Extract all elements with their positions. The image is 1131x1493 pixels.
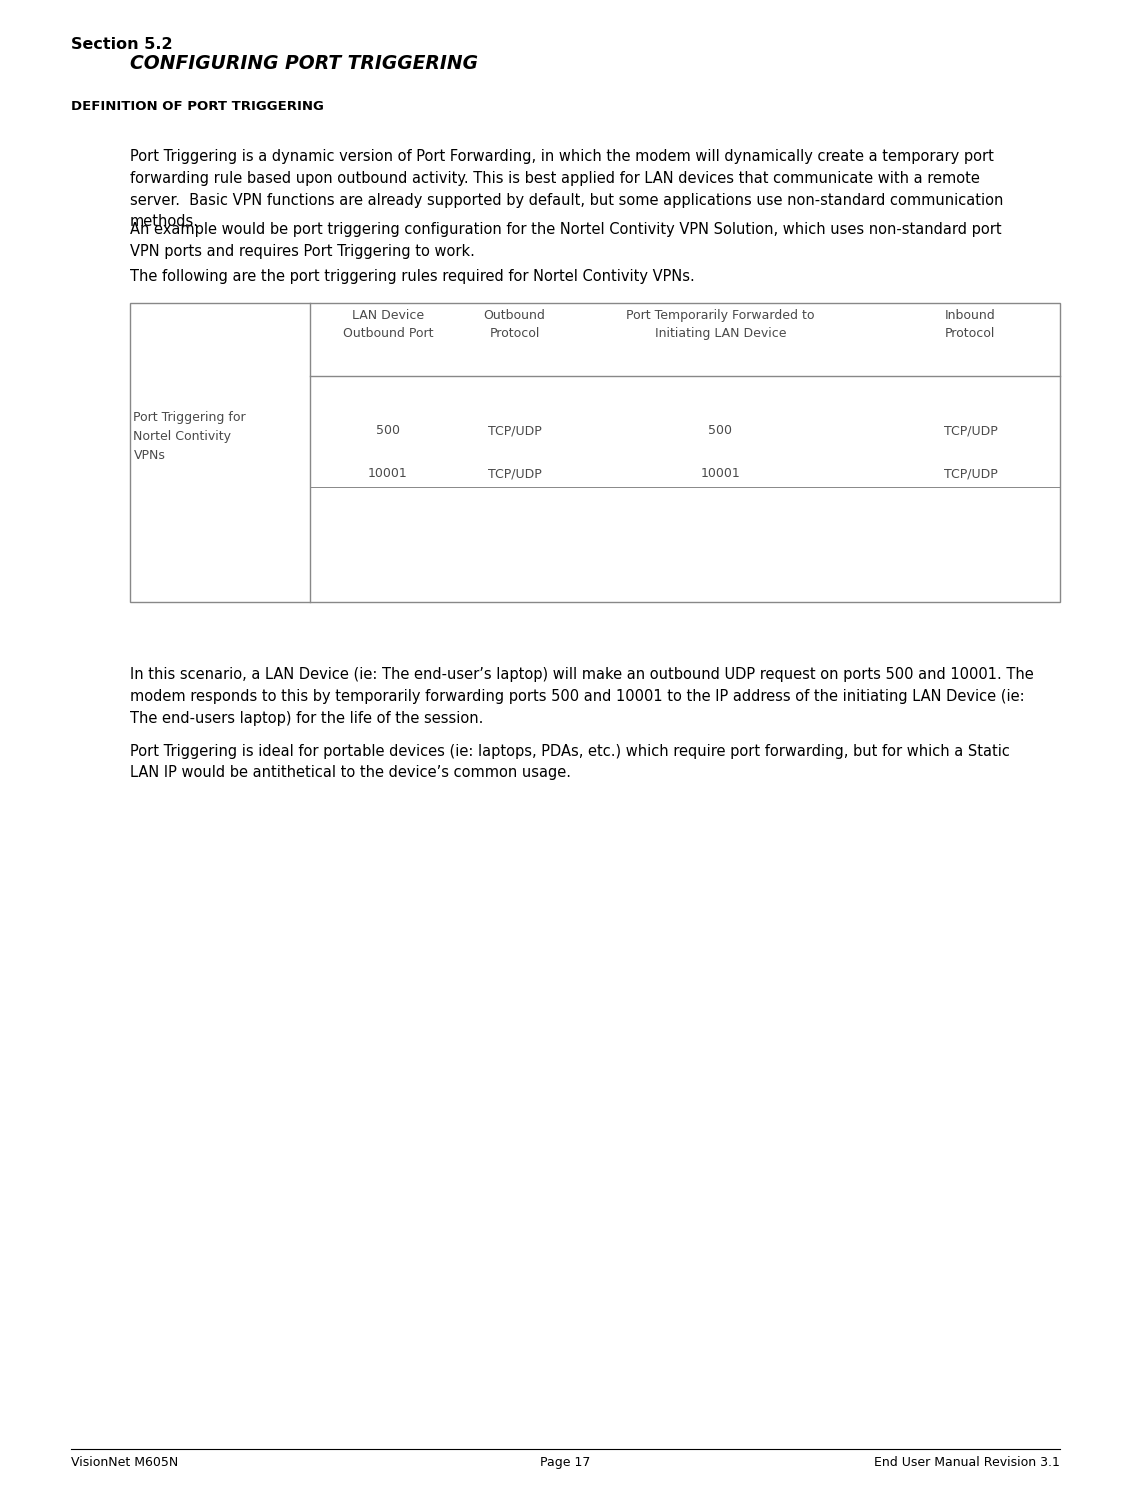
Text: In this scenario, a LAN Device (ie: The end-user’s laptop) will make an outbound: In this scenario, a LAN Device (ie: The … [130, 667, 1034, 726]
Text: Port Triggering is a dynamic version of Port Forwarding, in which the modem will: Port Triggering is a dynamic version of … [130, 149, 1003, 228]
Text: DEFINITION OF PORT TRIGGERING: DEFINITION OF PORT TRIGGERING [71, 100, 325, 113]
Text: TCP/UDP: TCP/UDP [487, 424, 542, 437]
Text: Port Triggering is ideal for portable devices (ie: laptops, PDAs, etc.) which re: Port Triggering is ideal for portable de… [130, 744, 1010, 781]
Text: The following are the port triggering rules required for Nortel Contivity VPNs.: The following are the port triggering ru… [130, 269, 694, 284]
Text: Port Triggering for
Nortel Contivity
VPNs: Port Triggering for Nortel Contivity VPN… [133, 411, 247, 461]
Text: Port Temporarily Forwarded to
Initiating LAN Device: Port Temporarily Forwarded to Initiating… [627, 309, 814, 339]
Text: LAN Device
Outbound Port: LAN Device Outbound Port [343, 309, 433, 339]
Text: 500: 500 [708, 424, 733, 437]
Text: 10001: 10001 [700, 467, 741, 481]
Text: CONFIGURING PORT TRIGGERING: CONFIGURING PORT TRIGGERING [130, 55, 478, 73]
Text: Inbound
Protocol: Inbound Protocol [946, 309, 995, 339]
Text: TCP/UDP: TCP/UDP [487, 467, 542, 481]
Text: Page 17: Page 17 [541, 1456, 590, 1469]
Text: End User Manual Revision 3.1: End User Manual Revision 3.1 [874, 1456, 1060, 1469]
Text: 500: 500 [375, 424, 400, 437]
Text: TCP/UDP: TCP/UDP [943, 424, 998, 437]
Bar [130, 303, 1060, 602]
Text: TCP/UDP: TCP/UDP [943, 467, 998, 481]
Text: Outbound
Protocol: Outbound Protocol [484, 309, 545, 339]
Text: VisionNet M605N: VisionNet M605N [71, 1456, 179, 1469]
Text: 10001: 10001 [368, 467, 408, 481]
Text: Section 5.2: Section 5.2 [71, 36, 173, 52]
Text: An example would be port triggering configuration for the Nortel Contivity VPN S: An example would be port triggering conf… [130, 222, 1002, 260]
